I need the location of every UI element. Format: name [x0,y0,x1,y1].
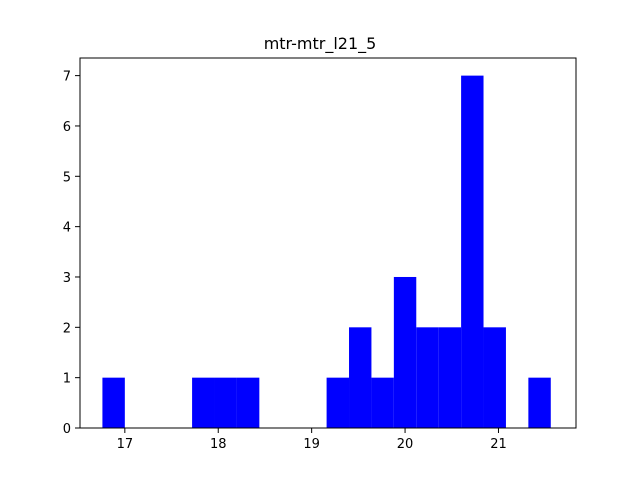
y-tick-label: 2 [63,321,71,336]
histogram-bar [461,75,484,428]
histogram-bar [371,377,394,428]
plot-frame [79,57,577,429]
bars-layer [102,75,551,428]
y-tick-label: 5 [63,170,71,185]
y-tick-label: 4 [63,221,71,236]
histogram-bar [393,276,417,428]
histogram-bar [438,327,462,428]
x-tick-label: 17 [117,437,134,452]
chart-title: mtr-mtr_l21_5 [264,34,377,54]
x-tick-label: 20 [397,437,414,452]
y-axis: 0 1 2 3 4 5 6 7 [63,70,80,437]
y-tick-label: 7 [63,70,71,85]
histogram-bar [416,327,439,428]
histogram-bar [483,327,506,428]
histogram-bar [192,377,215,428]
y-tick-label: 6 [63,120,71,135]
x-tick-label: 18 [210,437,227,452]
histogram-bar [528,377,551,428]
histogram-bar [326,377,350,428]
histogram-bar [214,377,237,428]
histogram-bar [236,377,260,428]
y-tick-label: 1 [63,372,71,387]
histogram-bar [102,377,125,428]
y-tick-label: 0 [63,422,71,437]
x-tick-label: 21 [490,437,507,452]
histogram-bar [349,327,372,428]
x-axis: 17 18 19 20 21 [117,428,507,452]
x-tick-label: 19 [303,437,320,452]
y-tick-label: 3 [63,271,71,286]
